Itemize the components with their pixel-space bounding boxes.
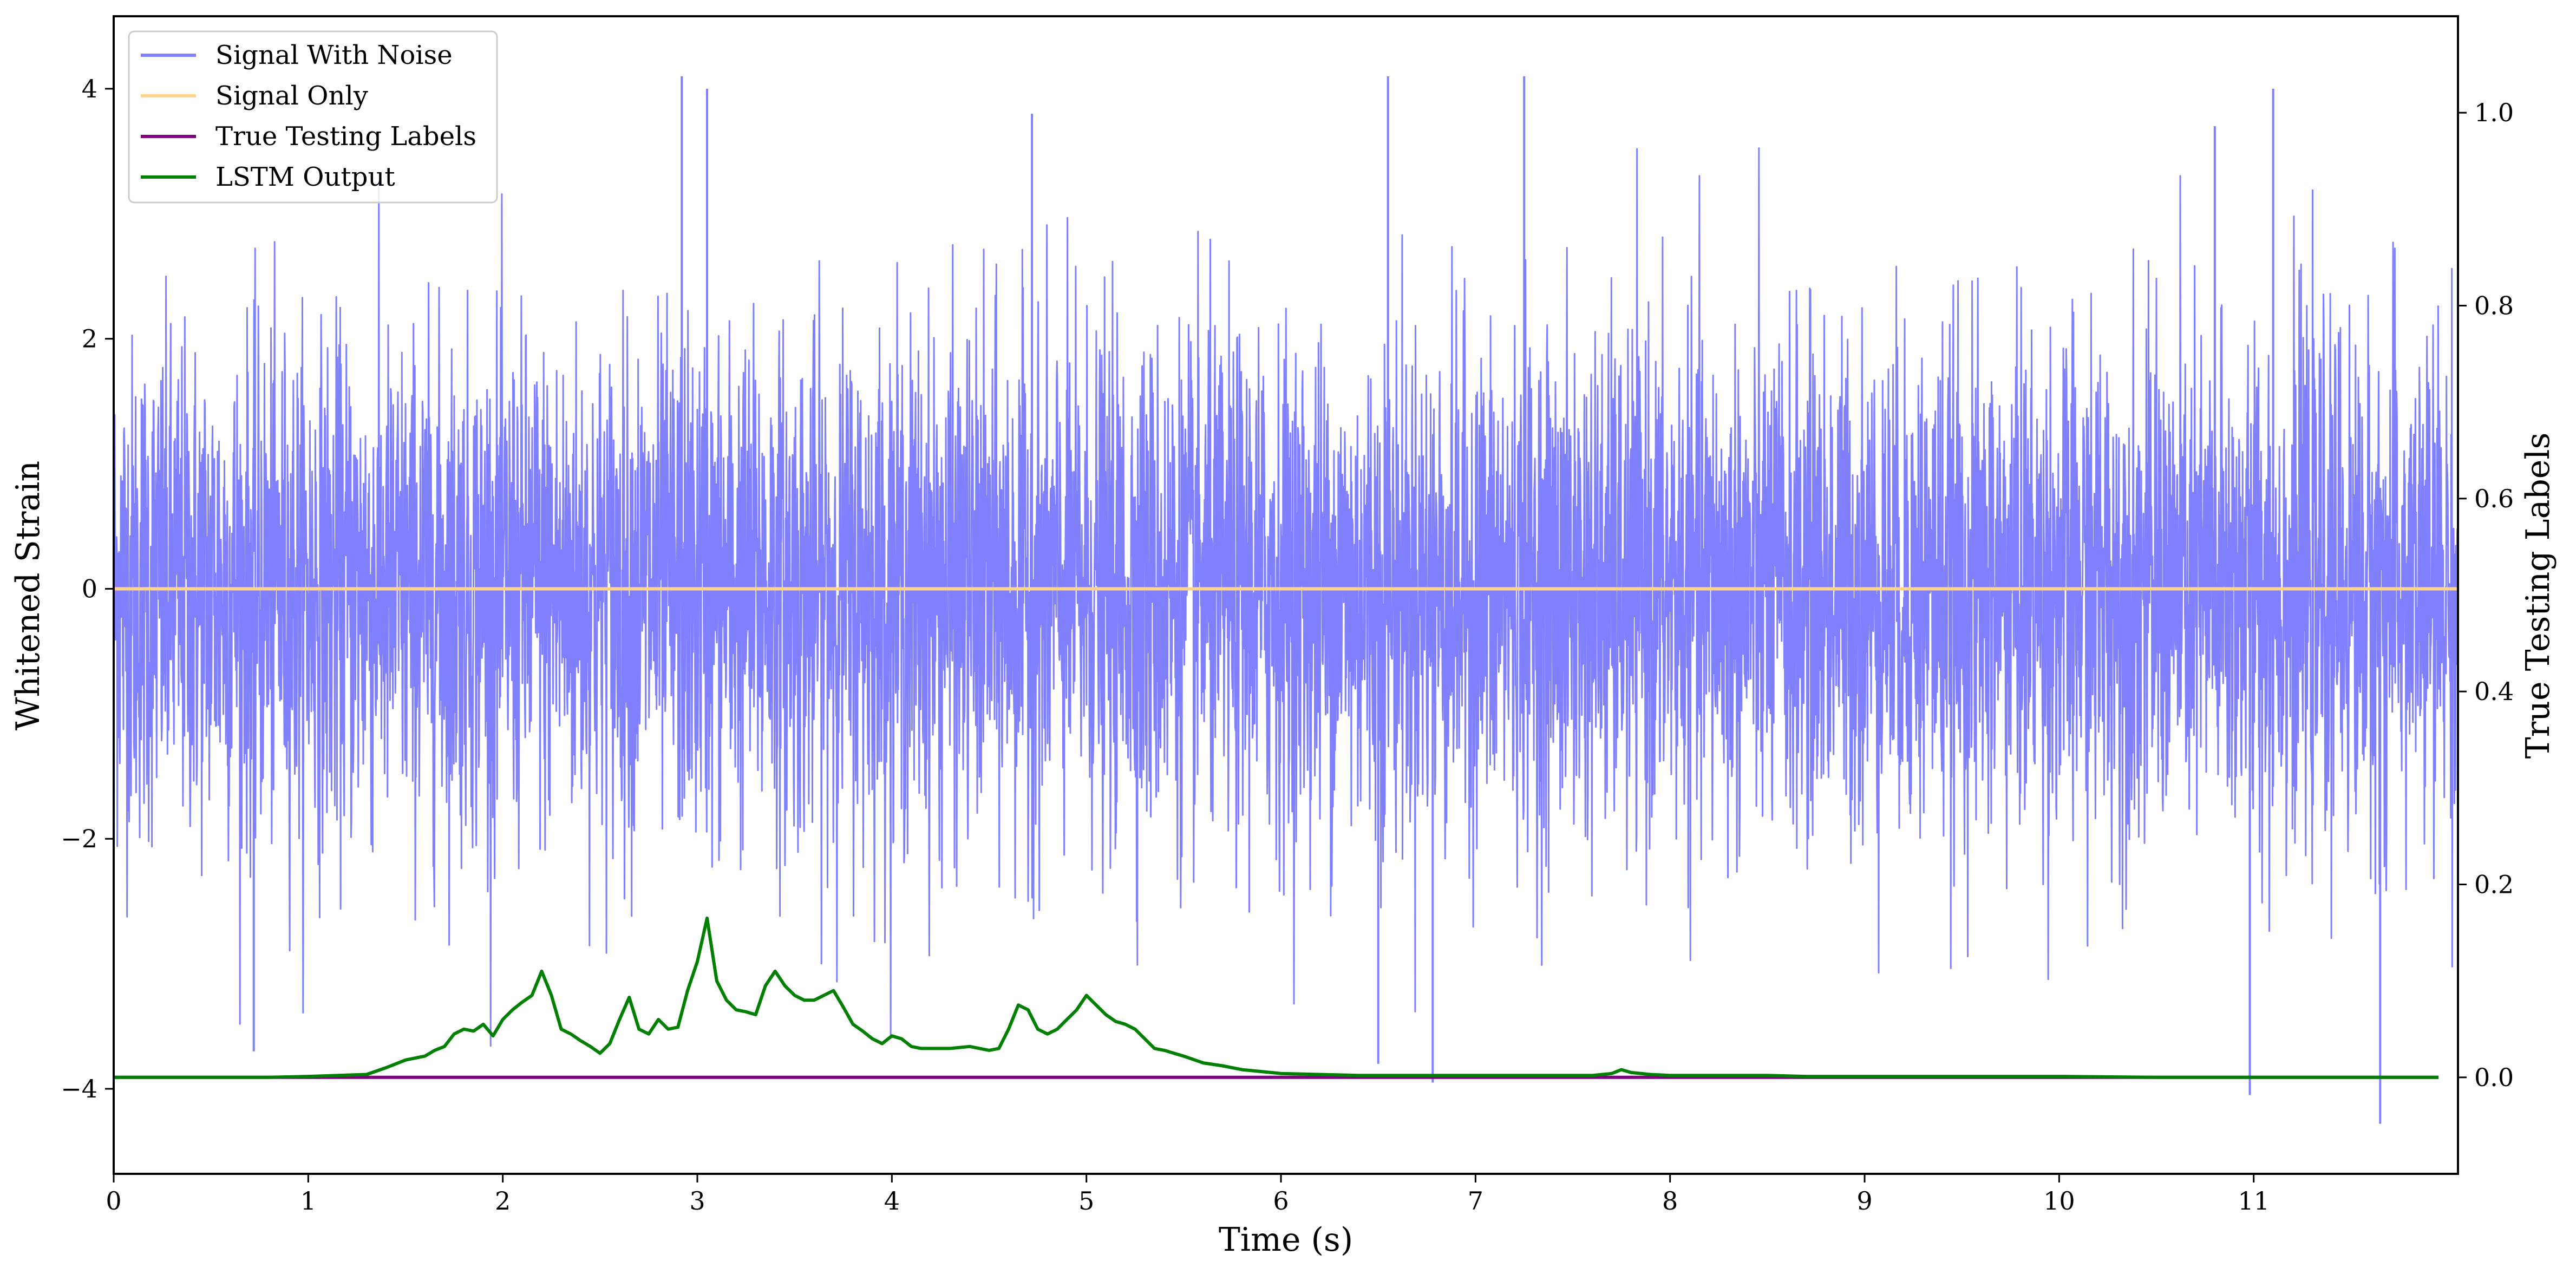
plot-frame <box>113 15 2459 1175</box>
y2-tick-label: 0.8 <box>2474 291 2514 321</box>
x-tick-label: 8 <box>1662 1186 1678 1216</box>
x-tick-label: 3 <box>689 1186 705 1216</box>
legend: Signal With Noise Signal Only True Testi… <box>128 30 498 204</box>
y-axis-right: 0.0 0.2 0.4 0.6 0.8 1.0 <box>2458 98 2514 1092</box>
x-tick-label: 0 <box>106 1186 121 1216</box>
x-tick-label: 6 <box>1273 1186 1289 1216</box>
y2-tick-label: 0.6 <box>2474 484 2514 513</box>
x-tick-label: 9 <box>1856 1186 1872 1216</box>
y-tick-label: 4 <box>82 74 97 103</box>
x-axis-label: Time (s) <box>1219 1221 1353 1259</box>
lstm-output-line <box>114 916 2439 1079</box>
x-tick-label: 2 <box>495 1186 511 1216</box>
legend-label: True Testing Labels <box>215 121 476 152</box>
x-tick-label: 5 <box>1078 1186 1094 1216</box>
y2-axis-label: True Testing Labels <box>2519 433 2557 759</box>
legend-label: LSTM Output <box>215 162 395 192</box>
y-tick-label: −4 <box>61 1074 97 1103</box>
legend-entry-signal-with-noise: Signal With Noise <box>141 40 453 70</box>
x-axis: 0 1 2 3 4 5 6 7 8 9 10 11 <box>106 1174 2270 1216</box>
legend-entry-signal-only: Signal Only <box>141 81 368 111</box>
y2-tick-label: 0.0 <box>2474 1063 2514 1092</box>
y-tick-label: −2 <box>61 824 97 853</box>
x-tick-label: 4 <box>884 1186 900 1216</box>
y-axis-label: Whitened Strain <box>9 461 47 730</box>
legend-entry-lstm-output: LSTM Output <box>141 162 395 192</box>
legend-box <box>128 30 498 204</box>
legend-label: Signal With Noise <box>215 40 453 70</box>
y2-tick-label: 1.0 <box>2474 98 2514 127</box>
x-tick-label: 11 <box>2238 1186 2270 1216</box>
y2-tick-label: 0.2 <box>2474 870 2514 899</box>
legend-entry-true-testing-labels: True Testing Labels <box>141 121 476 152</box>
x-tick-label: 1 <box>300 1186 316 1216</box>
signal-with-noise-line <box>114 147 2458 1047</box>
x-tick-label: 7 <box>1468 1186 1483 1216</box>
y-tick-label: 0 <box>82 574 97 603</box>
plot-area <box>114 76 2458 1124</box>
y-axis-left: −4 −2 0 2 4 <box>61 74 114 1103</box>
lstm-output-series <box>114 916 2439 1079</box>
legend-label: Signal Only <box>215 81 368 111</box>
y2-tick-label: 0.4 <box>2474 677 2514 706</box>
x-tick-label: 10 <box>2043 1186 2075 1216</box>
y-tick-label: 2 <box>82 324 97 354</box>
signal-with-noise-series <box>114 76 2458 1124</box>
